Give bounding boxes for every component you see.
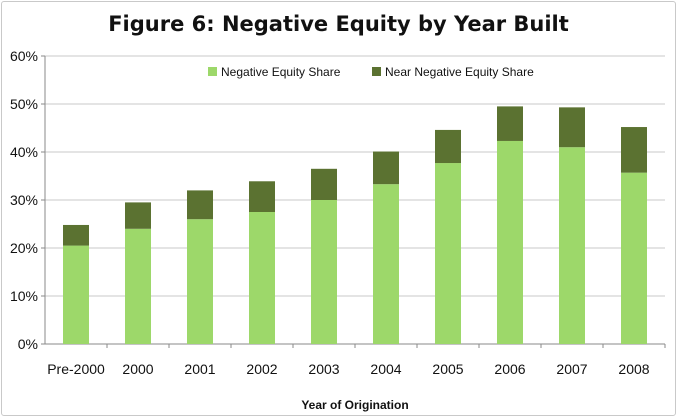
- y-tick-label: 10%: [10, 288, 38, 304]
- x-tick-label: 2004: [370, 361, 401, 377]
- x-axis-title: Year of Origination: [301, 398, 408, 412]
- bar-near-negative-equity: [249, 181, 275, 212]
- legend-swatch-near-negative-equity: [372, 67, 381, 76]
- bar-negative-equity: [435, 163, 461, 344]
- y-tick-label: 0%: [18, 336, 38, 352]
- x-tick-label: 2000: [122, 361, 153, 377]
- legend-label-negative-equity: Negative Equity Share: [221, 65, 341, 79]
- chart-title: Figure 6: Negative Equity by Year Built: [108, 12, 569, 36]
- legend-label-near-negative-equity: Near Negative Equity Share: [385, 65, 534, 79]
- bar-negative-equity: [249, 212, 275, 344]
- bar-negative-equity: [373, 184, 399, 344]
- x-tick-label: 2006: [494, 361, 525, 377]
- x-tick-label: Pre-2000: [47, 361, 105, 377]
- bar-near-negative-equity: [311, 168, 337, 200]
- x-tick-label: 2008: [618, 361, 649, 377]
- x-tick-label: 2007: [556, 361, 587, 377]
- legend-swatch-negative-equity: [208, 67, 217, 76]
- bar-near-negative-equity: [559, 107, 585, 148]
- y-tick-label: 50%: [10, 96, 38, 112]
- y-tick-label: 20%: [10, 240, 38, 256]
- bar-near-negative-equity: [187, 190, 213, 220]
- x-tick-label: 2003: [308, 361, 339, 377]
- bar-near-negative-equity: [125, 202, 151, 229]
- bar-negative-equity: [497, 140, 523, 344]
- bar-negative-equity: [125, 228, 151, 344]
- bar-negative-equity: [311, 200, 337, 344]
- bar-negative-equity: [187, 219, 213, 344]
- y-tick-label: 60%: [10, 48, 38, 64]
- y-tick-label: 30%: [10, 192, 38, 208]
- bar-near-negative-equity: [621, 127, 647, 173]
- bar-near-negative-equity: [435, 129, 461, 164]
- bar-negative-equity: [559, 147, 585, 344]
- x-tick-label: 2005: [432, 361, 463, 377]
- bar-negative-equity: [621, 172, 647, 344]
- bar-near-negative-equity: [497, 106, 523, 141]
- bar-near-negative-equity: [373, 151, 399, 185]
- x-tick-label: 2002: [246, 361, 277, 377]
- x-tick-label: 2001: [184, 361, 215, 377]
- bar-near-negative-equity: [63, 224, 89, 246]
- bar-negative-equity: [63, 245, 89, 344]
- y-tick-label: 40%: [10, 144, 38, 160]
